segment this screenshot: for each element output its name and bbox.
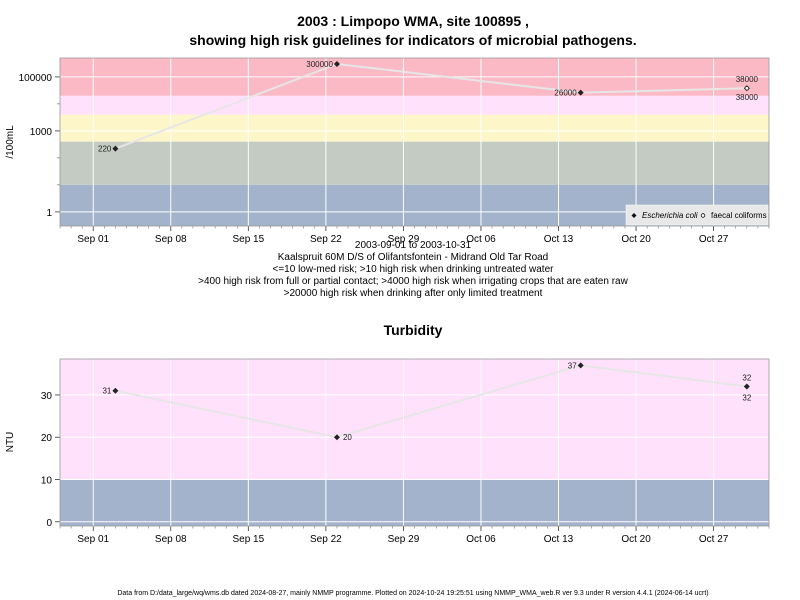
guideline-text-3: >20000 high risk when drinking after onl… bbox=[284, 288, 543, 299]
data-point-marker bbox=[112, 145, 119, 152]
risk-band bbox=[60, 141, 769, 185]
x-tick-label: Oct 06 bbox=[466, 534, 496, 545]
site-text: Kaalspruit 60M D/S of Olifantsfontein - … bbox=[278, 252, 549, 263]
legend-label-ecoli: Escherichia coli bbox=[642, 211, 698, 220]
y-tick-label: 1 bbox=[46, 208, 52, 219]
data-point-marker bbox=[112, 387, 119, 394]
legend-label-faecal: faecal coliforms bbox=[711, 211, 767, 220]
x-tick-label: Oct 27 bbox=[699, 234, 729, 245]
x-tick-label: Sep 15 bbox=[232, 234, 264, 245]
series-line bbox=[115, 364, 747, 439]
x-tick-label: Sep 01 bbox=[77, 234, 109, 245]
footer-note: Data from D:/data_large/wq/wms.db dated … bbox=[117, 590, 708, 597]
x-tick-label: Oct 13 bbox=[544, 534, 574, 545]
y-tick-label: 0 bbox=[46, 518, 52, 529]
plot-panel-1: Sep 01 Sep 08 Sep 15 Sep 22 Sep 29 Oct 06 Oct … bbox=[41, 358, 770, 545]
date-range-text: 2003-09-01 to 2003-10-31 bbox=[355, 240, 472, 251]
data-point-label: 32 bbox=[742, 393, 751, 402]
data-point-label: 32 bbox=[742, 373, 751, 382]
legend-box bbox=[625, 204, 769, 226]
data-point-label: 31 bbox=[102, 387, 111, 396]
legend-marker-ecoli bbox=[631, 213, 637, 218]
data-point-label: 220 bbox=[98, 145, 112, 154]
y-tick-label: 20 bbox=[41, 433, 53, 444]
risk-band bbox=[60, 359, 769, 480]
chart-title-line-1: 2003 : Limpopo WMA, site 100895 , bbox=[297, 13, 529, 29]
x-tick-label: Sep 22 bbox=[310, 534, 342, 545]
data-point-label: 38000 bbox=[736, 93, 759, 102]
legend: Escherichia coli faecal coliforms bbox=[625, 204, 769, 226]
y-tick-label: 30 bbox=[41, 391, 53, 402]
y-axis-label-top: /100mL bbox=[5, 125, 16, 159]
risk-band bbox=[60, 114, 769, 142]
plot-frame bbox=[59, 57, 770, 227]
data-point-marker bbox=[577, 89, 584, 96]
y-tick-label: 100000 bbox=[19, 73, 53, 84]
x-tick-label: Sep 01 bbox=[77, 534, 109, 545]
x-tick-label: Sep 15 bbox=[232, 534, 264, 545]
guideline-text-2: >400 high risk from full or partial cont… bbox=[198, 276, 628, 287]
turbidity-title: Turbidity bbox=[384, 322, 443, 338]
plot-frame bbox=[59, 358, 770, 527]
y-tick-label: 1000 bbox=[30, 127, 53, 138]
data-point-label: 38000 bbox=[736, 75, 759, 84]
data-point-label: 300000 bbox=[306, 60, 333, 69]
data-point-marker bbox=[577, 362, 584, 369]
x-tick-label: Sep 08 bbox=[155, 534, 187, 545]
x-tick-label: Sep 22 bbox=[310, 234, 342, 245]
x-tick-label: Sep 29 bbox=[388, 234, 420, 245]
legend-marker-faecal bbox=[700, 213, 706, 218]
data-point-marker bbox=[333, 60, 340, 67]
data-point-label: 26000 bbox=[554, 89, 577, 98]
y-axis-label-bottom: NTU bbox=[5, 432, 16, 453]
risk-band bbox=[60, 479, 769, 526]
x-tick-label: Oct 13 bbox=[544, 234, 574, 245]
data-point-label: 37 bbox=[568, 361, 577, 370]
x-tick-label: Sep 29 bbox=[388, 534, 420, 545]
data-point-marker bbox=[744, 86, 750, 91]
risk-band bbox=[60, 95, 769, 115]
data-point-marker bbox=[743, 383, 750, 390]
x-tick-label: Oct 06 bbox=[466, 234, 496, 245]
x-tick-label: Oct 20 bbox=[621, 234, 651, 245]
chart-title-line-2: showing high risk guidelines for indicat… bbox=[189, 32, 636, 48]
x-tick-label: Sep 08 bbox=[155, 234, 187, 245]
x-tick-label: Oct 20 bbox=[621, 534, 651, 545]
data-point-marker bbox=[333, 434, 340, 441]
guideline-text-1: <=10 low-med risk; >10 high risk when dr… bbox=[273, 264, 555, 275]
series-line bbox=[115, 62, 747, 150]
y-tick-label: 10 bbox=[41, 475, 53, 486]
plot-panel-0: Sep 01 Sep 08 Sep 15 Sep 22 Sep 29 Oct 06 Oct … bbox=[19, 57, 770, 245]
x-tick-label: Oct 27 bbox=[699, 534, 729, 545]
data-point-label: 20 bbox=[343, 433, 352, 442]
